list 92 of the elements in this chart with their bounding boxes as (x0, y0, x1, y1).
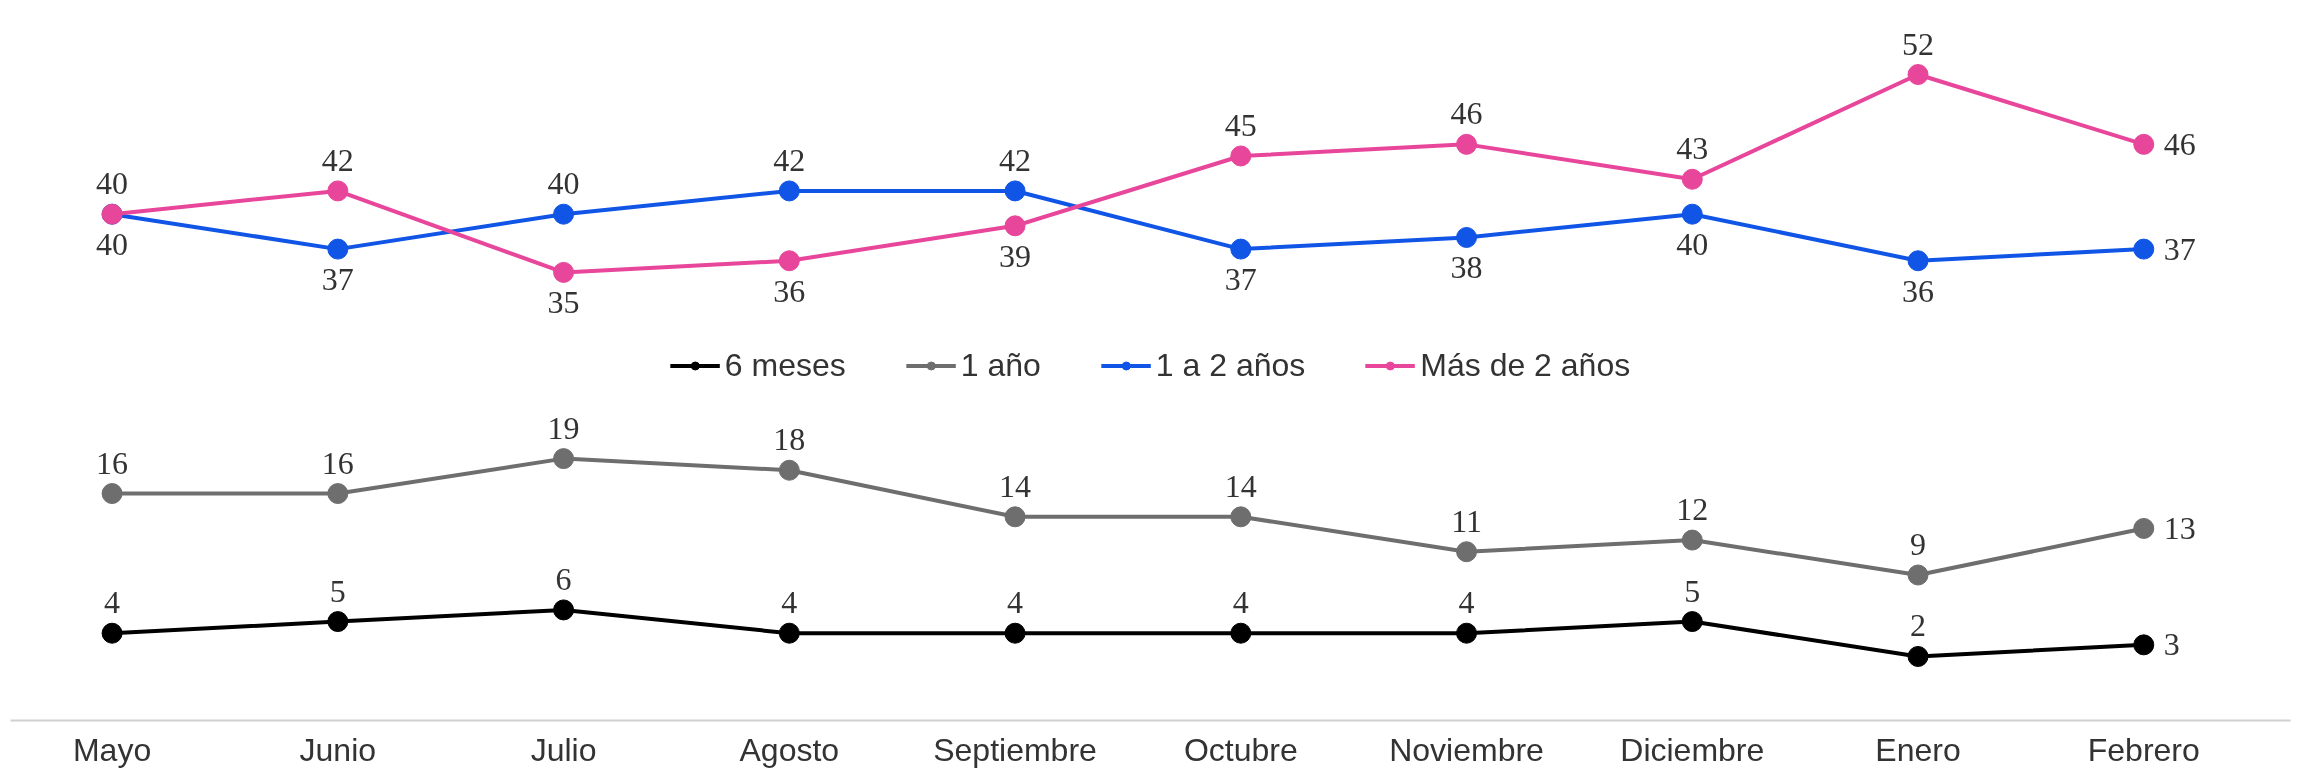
point (1230, 506, 1252, 528)
data-label: 40 (547, 165, 580, 202)
data-label: 16 (321, 444, 354, 481)
point (1456, 622, 1478, 644)
point (1004, 622, 1026, 644)
data-label: 16 (96, 444, 129, 481)
point (2133, 133, 2155, 155)
point (101, 483, 123, 505)
point (553, 599, 575, 621)
data-label: 4 (1458, 584, 1475, 621)
point (327, 483, 349, 505)
data-label: 45 (1224, 106, 1257, 143)
point (1230, 622, 1252, 644)
data-label: 13 (2163, 509, 2196, 546)
point (2133, 238, 2155, 260)
point (553, 203, 575, 225)
point (1004, 215, 1026, 237)
data-label: 40 (96, 165, 129, 202)
data-label: 5 (329, 572, 346, 609)
point (1907, 646, 1929, 667)
data-label: 4 (104, 584, 121, 621)
data-label: 46 (1450, 95, 1483, 132)
point (553, 448, 575, 470)
data-label: 12 (1676, 491, 1709, 528)
x-tick-label: Junio (299, 731, 377, 768)
data-label: 39 (999, 237, 1032, 274)
x-tick-label: Julio (530, 731, 597, 768)
point (1907, 250, 1929, 272)
point (1004, 180, 1026, 202)
data-label: 14 (999, 467, 1032, 504)
data-label: 40 (96, 226, 129, 263)
legend-label: 1 año (960, 346, 1041, 384)
data-label: 6 (555, 560, 572, 597)
point (778, 459, 800, 481)
data-label: 43 (1676, 130, 1709, 167)
point (1681, 611, 1703, 633)
x-tick-label: Enero (1875, 731, 1961, 768)
data-label: 46 (2163, 125, 2196, 162)
x-tick-label: Diciembre (1620, 731, 1765, 768)
point (1907, 64, 1929, 85)
x-tick-label: Octubre (1183, 731, 1298, 768)
data-label: 4 (781, 584, 798, 621)
data-label: 52 (1902, 25, 1935, 62)
point (1681, 168, 1703, 190)
data-label: 5 (1684, 572, 1701, 609)
data-label: 42 (999, 141, 1032, 178)
x-tick-label: Febrero (2087, 731, 2200, 768)
x-tick-label: Noviembre (1389, 731, 1544, 768)
data-label: 42 (773, 141, 806, 178)
data-label: 18 (773, 421, 806, 458)
point (101, 622, 123, 644)
data-label: 36 (773, 272, 806, 309)
point (553, 261, 575, 283)
data-label: 19 (547, 409, 580, 446)
x-tick-label: Septiembre (933, 731, 1097, 768)
point (2133, 634, 2155, 656)
data-label: 11 (1451, 502, 1482, 539)
point (1456, 541, 1478, 563)
data-label: 40 (1676, 226, 1709, 263)
point (1681, 203, 1703, 225)
data-label: 35 (547, 284, 580, 321)
data-label: 14 (1224, 467, 1257, 504)
point (327, 611, 349, 633)
data-label: 38 (1450, 249, 1483, 286)
legend-label: 1 a 2 años (1155, 346, 1306, 384)
point (1230, 238, 1252, 260)
data-label: 2 (1910, 607, 1927, 644)
data-label: 4 (1232, 584, 1249, 621)
data-label: 37 (321, 261, 354, 298)
legend-label: 6 meses (724, 346, 846, 384)
point (327, 180, 349, 202)
point (2133, 517, 2155, 539)
point (327, 238, 349, 260)
data-label: 3 (2163, 626, 2180, 663)
point (778, 180, 800, 202)
data-label: 42 (321, 141, 354, 178)
point (778, 250, 800, 272)
x-tick-label: Agosto (739, 731, 840, 768)
point (1004, 506, 1026, 528)
data-label: 37 (1224, 261, 1257, 298)
data-label: 4 (1007, 584, 1024, 621)
point (1907, 564, 1929, 586)
x-tick-label: Mayo (72, 731, 152, 768)
data-label: 9 (1910, 526, 1927, 563)
point (1456, 226, 1478, 248)
point (1230, 145, 1252, 167)
legend-label: Más de 2 años (1420, 346, 1631, 384)
data-label: 37 (2163, 230, 2196, 267)
point (778, 622, 800, 644)
data-label: 36 (1902, 272, 1935, 309)
point (1681, 529, 1703, 551)
point (1456, 133, 1478, 155)
